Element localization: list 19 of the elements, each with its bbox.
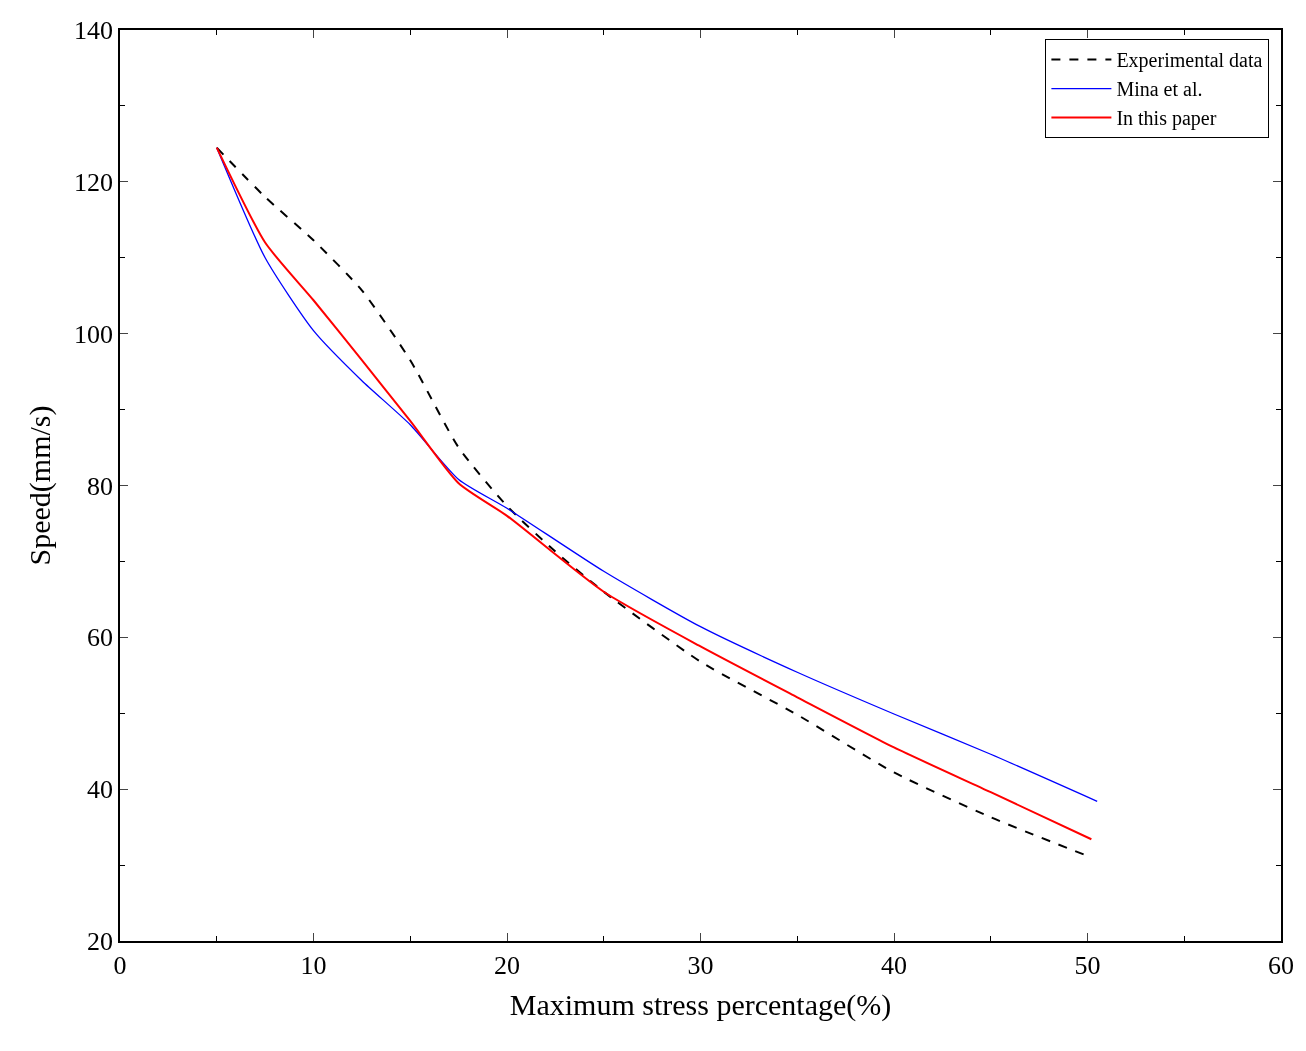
- y-tick-label: 120: [74, 167, 114, 197]
- x-tick-label: 50: [1074, 950, 1101, 980]
- x-tick-label: 0: [113, 950, 127, 980]
- y-tick-label: 140: [74, 16, 114, 46]
- legend-label: Experimental data: [1116, 49, 1263, 73]
- legend-label: Mina et al.: [1116, 78, 1203, 101]
- y-axis-title: Speed(mm/s): [22, 405, 57, 566]
- y-tick-label: 20: [87, 927, 114, 957]
- x-axis-title: Maximum stress percentage(%): [509, 987, 892, 1022]
- y-tick-label: 60: [87, 623, 114, 653]
- y-tick-label: 40: [87, 775, 114, 805]
- x-tick-label: 20: [494, 950, 520, 980]
- x-tick-label: 60: [1268, 950, 1294, 980]
- legend-label: In this paper: [1116, 107, 1217, 131]
- y-tick-label: 80: [87, 471, 114, 501]
- y-tick-label: 100: [74, 319, 114, 349]
- x-tick-label: 40: [881, 950, 907, 980]
- x-tick-label: 30: [687, 950, 714, 980]
- x-tick-label: 10: [300, 950, 327, 980]
